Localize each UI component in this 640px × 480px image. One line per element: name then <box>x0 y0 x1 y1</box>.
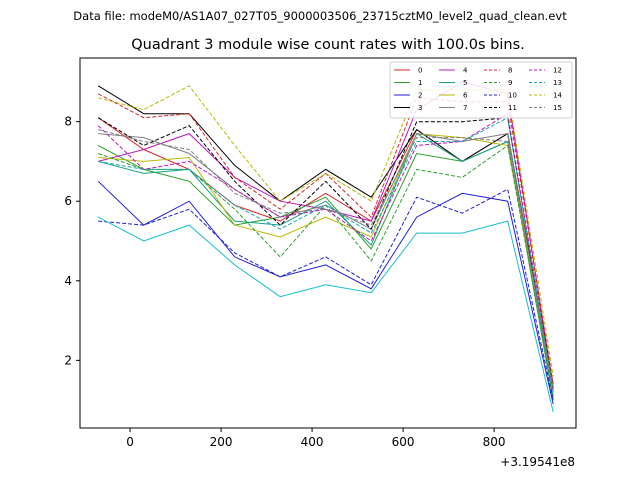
series-line-3 <box>97 85 554 389</box>
legend-label-4: 4 <box>463 67 468 75</box>
series-line-13 <box>98 116 554 393</box>
series-line-2 <box>97 180 554 405</box>
series-line-5 <box>98 132 554 393</box>
series-line-0 <box>97 117 554 385</box>
series-line-6 <box>98 133 554 389</box>
legend-label-2: 2 <box>418 92 422 100</box>
legend-label-15: 15 <box>553 104 562 112</box>
x-tick-label: 600 <box>392 435 415 449</box>
series-line-12 <box>97 112 554 393</box>
series-layer <box>97 81 554 413</box>
legend-label-14: 14 <box>553 92 562 100</box>
series-line-15 <box>98 129 554 389</box>
y-tick-label: 2 <box>64 353 72 367</box>
legend-label-11: 11 <box>508 104 517 112</box>
chart-title: Quadrant 3 module wise count rates with … <box>131 37 525 53</box>
legend-label-1: 1 <box>418 79 422 87</box>
chart-suptitle: Data file: modeM0/AS1A07_027T05_90000035… <box>73 9 567 23</box>
legend-label-13: 13 <box>553 79 562 87</box>
series-line-10 <box>98 188 554 401</box>
legend-label-9: 9 <box>508 79 512 87</box>
series-line-9 <box>98 144 554 397</box>
legend-label-8: 8 <box>508 67 512 75</box>
x-offset-label: +3.19541e8 <box>500 455 575 469</box>
series-line-7 <box>98 133 554 393</box>
axes-layer: 0 200 400 600 800 2 4 6 8 <box>64 57 577 449</box>
plot-frame <box>79 57 577 429</box>
legend-label-5: 5 <box>463 79 467 87</box>
legend-label-7: 7 <box>463 104 467 112</box>
y-tick-label: 4 <box>64 274 72 288</box>
series-line-1 <box>97 140 554 401</box>
x-tick-label: 0 <box>126 435 134 449</box>
y-tick-label: 6 <box>64 194 72 208</box>
y-tick-label: 8 <box>64 115 72 129</box>
legend-label-0: 0 <box>418 67 422 75</box>
series-line-11 <box>97 117 554 389</box>
legend-label-3: 3 <box>418 104 422 112</box>
series-line-16 <box>97 216 554 413</box>
legend-label-6: 6 <box>463 92 468 100</box>
x-tick-label: 200 <box>210 435 233 449</box>
x-tick-label: 400 <box>301 435 324 449</box>
legend-label-12: 12 <box>553 67 562 75</box>
x-tick-label: 800 <box>483 435 506 449</box>
legend-label-10: 10 <box>508 92 517 100</box>
series-line-14 <box>98 85 554 377</box>
legend-box <box>389 61 573 119</box>
